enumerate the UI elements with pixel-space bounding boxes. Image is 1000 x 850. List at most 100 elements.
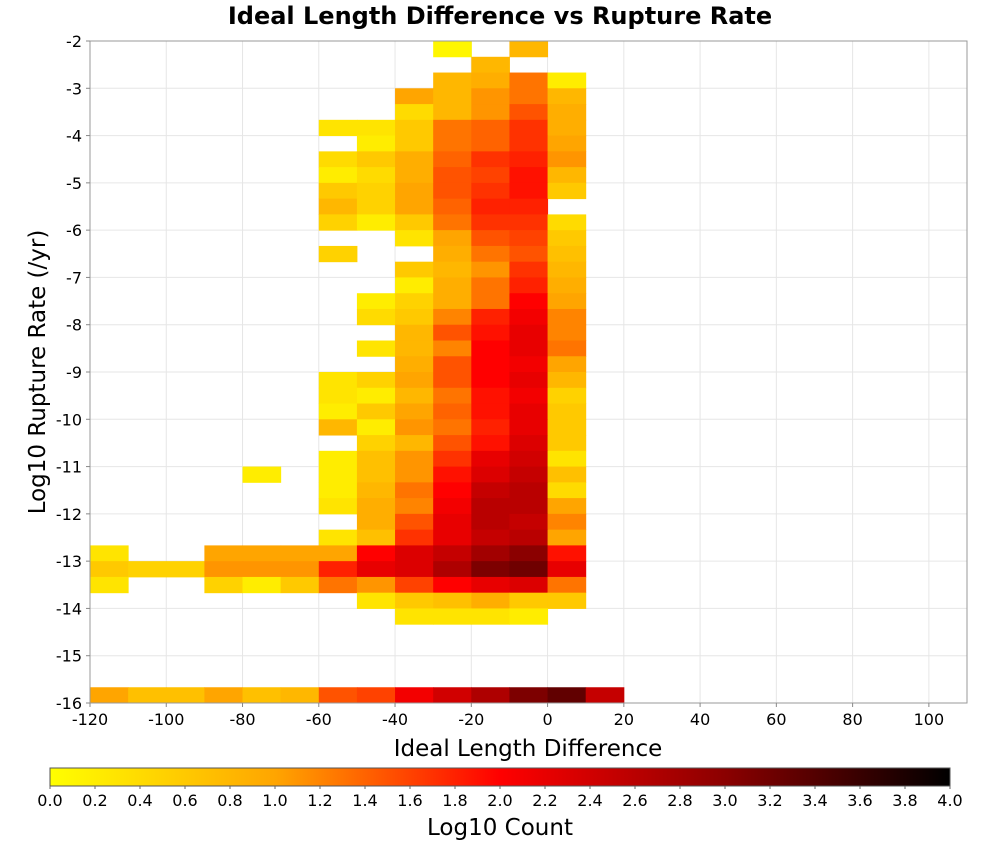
heatmap-cell [318,167,358,184]
heatmap-cell [395,450,434,468]
heatmap-cell [280,687,320,704]
x-tick-label: -120 [72,710,108,729]
colorbar [49,767,951,787]
x-tick-label: -40 [382,710,408,729]
y-axis-label: Log10 Rupture Rate (/yr) [25,230,51,515]
heatmap-cell [471,529,510,546]
heatmap-cell [395,104,434,121]
heatmap-cell [395,529,434,546]
colorbar-tick-label: 3.6 [847,791,872,810]
heatmap-cell [395,167,434,184]
heatmap-cell [547,245,587,263]
y-tick-label: -7 [66,268,82,287]
heatmap-cell [471,119,510,137]
heatmap-cell [128,687,167,704]
colorbar-tick-label: 1.4 [352,791,377,810]
heatmap-cell [395,466,434,483]
colorbar-tick-label: 2.6 [622,791,647,810]
heatmap-cell [471,435,510,452]
heatmap-cell [547,340,587,357]
heatmap-cell [356,466,396,483]
y-tick-label: -11 [56,458,82,477]
heatmap-cell [471,450,510,468]
heatmap-cell [395,356,434,373]
heatmap-cell [433,198,472,215]
heatmap-cell [204,576,244,594]
y-tick-label: -13 [56,552,82,571]
heatmap-cell [318,419,358,436]
heatmap-cell [242,545,282,562]
heatmap-cell [471,261,510,278]
heatmap-cell [471,56,510,74]
heatmap-cell [433,182,472,200]
heatmap-cell [471,277,510,294]
heatmap-cell [395,119,434,137]
heatmap-cell [509,119,549,137]
heatmap-cell [433,324,472,341]
colorbar-tick-label: 3.0 [712,791,737,810]
colorbar-tick-label: 1.2 [307,791,332,810]
y-tick-label: -8 [66,316,82,335]
heatmap-cell [318,387,358,405]
colorbar-tick-label: 0.0 [37,791,62,810]
colorbar-tick-label: 2.2 [532,791,557,810]
heatmap-cell [509,419,549,436]
heatmap-cell [471,576,510,594]
heatmap-cell [471,513,510,531]
y-tick-label: -9 [66,363,82,382]
heatmap-cell [395,403,434,420]
heatmap-cell [547,592,587,609]
heatmap-cell [356,293,396,310]
heatmap-cell [242,687,282,704]
heatmap-cell [471,403,510,420]
heatmap-cell [547,324,587,341]
heatmap-cell [318,529,358,546]
heatmap-cell [433,308,472,326]
heatmap-cell [356,592,396,609]
heatmap-cell [395,419,434,436]
heatmap-cell [433,88,472,105]
heatmap-cell [356,450,396,468]
heatmap-cell [471,308,510,326]
heatmap-cell [204,561,244,578]
heatmap-cell [433,151,472,168]
y-tick-label: -5 [66,174,82,193]
heatmap-cell [433,387,472,405]
x-tick-label: 40 [690,710,710,729]
heatmap-cell [471,198,510,215]
heatmap-cell [433,372,472,389]
heatmap-cell [433,466,472,483]
colorbar-tick-label: 1.8 [442,791,467,810]
heatmap-cell [547,498,587,515]
heatmap-cell [356,482,396,499]
heatmap-cell [509,403,549,420]
heatmap-cell [471,182,510,200]
heatmap-cell [509,41,549,58]
heatmap-cell [433,245,472,263]
heatmap-cell [395,261,434,278]
heatmap-cell [395,277,434,294]
heatmap-cell [547,466,587,483]
heatmap-cell [433,561,472,578]
heatmap-cell [242,561,282,578]
heatmap-cell [395,592,434,609]
heatmap-cell [547,372,587,389]
x-tick-label: 60 [766,710,786,729]
heatmap-cell [547,104,587,121]
heatmap-cell [433,41,472,58]
heatmap-cell [547,119,587,137]
colorbar-tick-label: 2.8 [667,791,692,810]
heatmap-cell [395,182,434,200]
heatmap-cell [433,608,472,625]
heatmap-cell [471,419,510,436]
heatmap-cell [471,545,510,562]
heatmap-cell [509,182,549,200]
heatmap-cell [395,687,434,704]
heatmap-cell [433,104,472,121]
heatmap-cell [356,387,396,405]
heatmap-cell [433,261,472,278]
heatmap-cell [509,513,549,531]
heatmap-cell [166,687,205,704]
heatmap-cell [318,403,358,420]
heatmap-cell [433,592,472,609]
